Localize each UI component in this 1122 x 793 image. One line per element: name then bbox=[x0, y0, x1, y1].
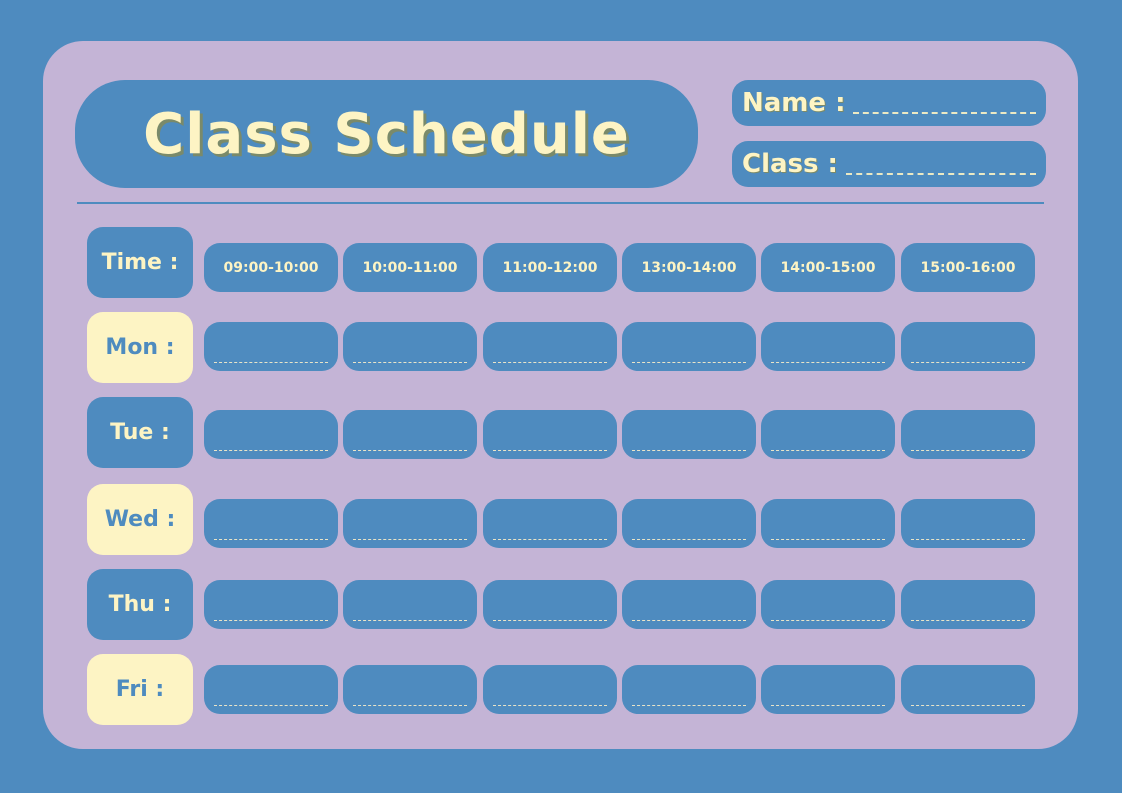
day-label: Fri : bbox=[87, 654, 193, 725]
write-line bbox=[632, 620, 746, 621]
schedule-cell[interactable] bbox=[622, 499, 756, 548]
name-input-line[interactable] bbox=[853, 92, 1036, 114]
write-line bbox=[493, 362, 607, 363]
time-slot-header: 14:00-15:00 bbox=[761, 243, 895, 292]
time-slot-header: 13:00-14:00 bbox=[622, 243, 756, 292]
write-line bbox=[632, 450, 746, 451]
day-label: Thu : bbox=[87, 569, 193, 640]
write-line bbox=[214, 450, 328, 451]
write-line bbox=[353, 362, 467, 363]
write-line bbox=[632, 705, 746, 706]
write-line bbox=[911, 539, 1025, 540]
write-line bbox=[771, 362, 885, 363]
write-line bbox=[353, 620, 467, 621]
schedule-cell[interactable] bbox=[761, 410, 895, 459]
write-line bbox=[353, 450, 467, 451]
time-slot-header: 11:00-12:00 bbox=[483, 243, 617, 292]
write-line bbox=[353, 539, 467, 540]
schedule-cell[interactable] bbox=[901, 322, 1035, 371]
write-line bbox=[493, 539, 607, 540]
schedule-cell[interactable] bbox=[204, 322, 338, 371]
schedule-cell[interactable] bbox=[761, 322, 895, 371]
class-input-line[interactable] bbox=[845, 153, 1036, 175]
write-line bbox=[771, 620, 885, 621]
day-label: Tue : bbox=[87, 397, 193, 468]
write-line bbox=[493, 705, 607, 706]
write-line bbox=[214, 620, 328, 621]
schedule-cell[interactable] bbox=[483, 580, 617, 629]
schedule-cell[interactable] bbox=[204, 499, 338, 548]
schedule-cell[interactable] bbox=[343, 322, 477, 371]
schedule-cell[interactable] bbox=[622, 665, 756, 714]
page-title: Class Schedule bbox=[75, 80, 698, 188]
schedule-cell[interactable] bbox=[483, 499, 617, 548]
schedule-cell[interactable] bbox=[343, 499, 477, 548]
write-line bbox=[632, 362, 746, 363]
write-line bbox=[493, 450, 607, 451]
schedule-cell[interactable] bbox=[483, 410, 617, 459]
time-slot-header: 15:00-16:00 bbox=[901, 243, 1035, 292]
schedule-cell[interactable] bbox=[204, 665, 338, 714]
write-line bbox=[214, 362, 328, 363]
schedule-cell[interactable] bbox=[204, 410, 338, 459]
time-label: Time : bbox=[87, 227, 193, 298]
name-label: Name : bbox=[742, 88, 846, 118]
write-line bbox=[632, 539, 746, 540]
write-line bbox=[353, 705, 467, 706]
write-line bbox=[214, 539, 328, 540]
day-label: Wed : bbox=[87, 484, 193, 555]
write-line bbox=[911, 450, 1025, 451]
schedule-cell[interactable] bbox=[761, 580, 895, 629]
name-field[interactable]: Name : bbox=[732, 80, 1046, 126]
schedule-cell[interactable] bbox=[761, 499, 895, 548]
write-line bbox=[214, 705, 328, 706]
schedule-cell[interactable] bbox=[901, 499, 1035, 548]
write-line bbox=[911, 362, 1025, 363]
write-line bbox=[771, 705, 885, 706]
time-slot-header: 09:00-10:00 bbox=[204, 243, 338, 292]
write-line bbox=[911, 705, 1025, 706]
schedule-cell[interactable] bbox=[622, 322, 756, 371]
time-slot-header: 10:00-11:00 bbox=[343, 243, 477, 292]
class-label: Class : bbox=[742, 149, 838, 179]
schedule-cell[interactable] bbox=[343, 580, 477, 629]
write-line bbox=[493, 620, 607, 621]
schedule-cell[interactable] bbox=[901, 665, 1035, 714]
class-field[interactable]: Class : bbox=[732, 141, 1046, 187]
schedule-cell[interactable] bbox=[343, 410, 477, 459]
write-line bbox=[771, 539, 885, 540]
schedule-cell[interactable] bbox=[761, 665, 895, 714]
divider bbox=[77, 202, 1044, 204]
schedule-cell[interactable] bbox=[622, 410, 756, 459]
schedule-cell[interactable] bbox=[483, 665, 617, 714]
schedule-cell[interactable] bbox=[483, 322, 617, 371]
write-line bbox=[911, 620, 1025, 621]
schedule-cell[interactable] bbox=[622, 580, 756, 629]
schedule-cell[interactable] bbox=[343, 665, 477, 714]
schedule-cell[interactable] bbox=[901, 580, 1035, 629]
day-label: Mon : bbox=[87, 312, 193, 383]
schedule-cell[interactable] bbox=[204, 580, 338, 629]
schedule-cell[interactable] bbox=[901, 410, 1035, 459]
write-line bbox=[771, 450, 885, 451]
